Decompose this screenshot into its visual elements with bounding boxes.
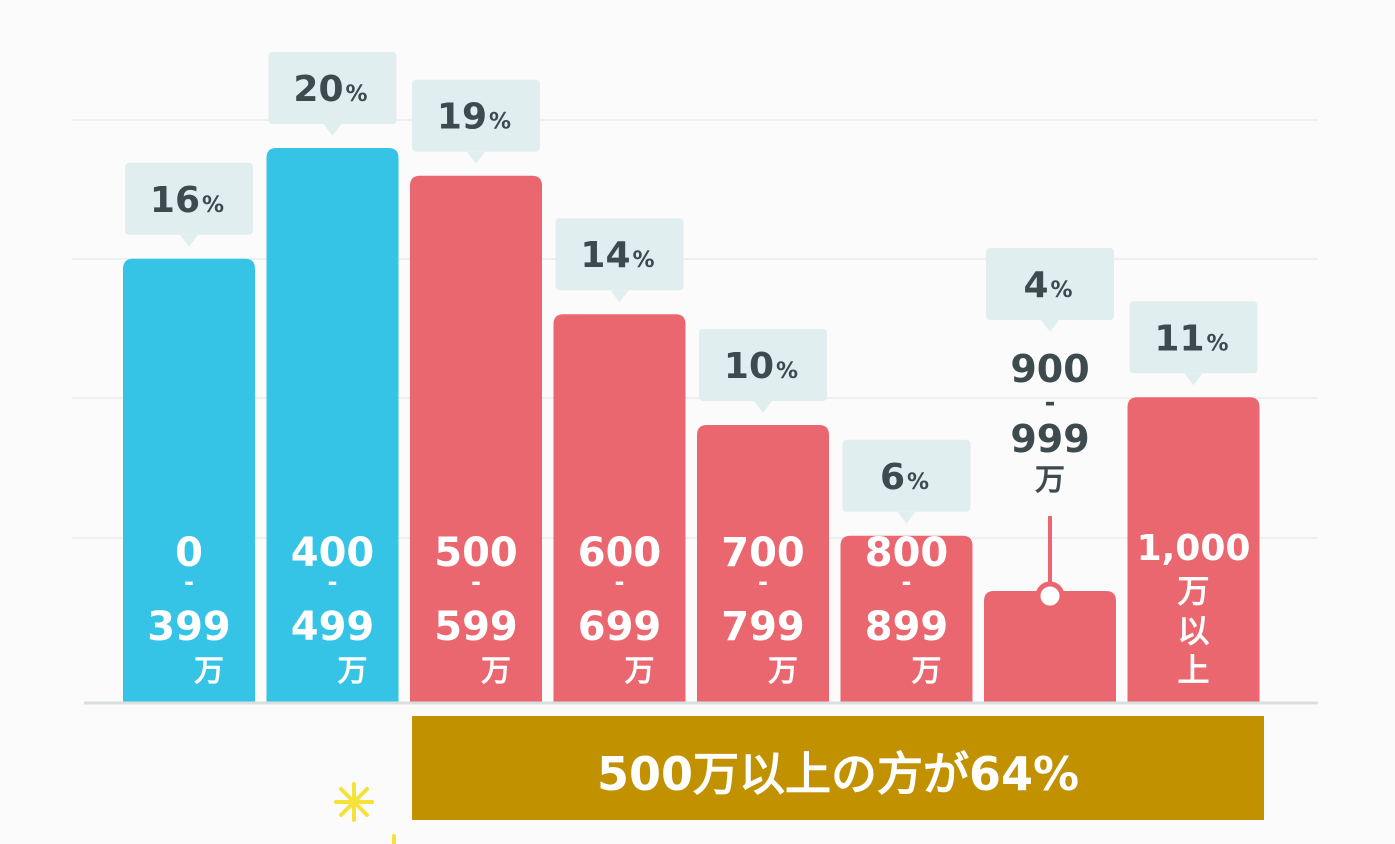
- category-label: -: [902, 568, 912, 596]
- value-callout: [699, 329, 827, 401]
- callout-pointer: [1184, 373, 1203, 386]
- value-unit: %: [776, 359, 798, 384]
- bar: [553, 314, 686, 702]
- value-label: 19%: [437, 97, 511, 138]
- value-unit: %: [202, 193, 224, 218]
- value-unit: %: [346, 82, 368, 107]
- value-unit: %: [633, 248, 655, 273]
- category-label: 899: [865, 604, 949, 650]
- value-callout: [1129, 301, 1258, 374]
- connector-dot: [1035, 581, 1065, 611]
- summary-banner: 500万以上の方が64%: [412, 716, 1264, 820]
- callout-pointer: [1041, 320, 1059, 332]
- category-label: 399: [147, 604, 231, 650]
- category-label: 万: [1035, 463, 1065, 498]
- value-number: 11: [1154, 318, 1204, 359]
- callout-pointer: [180, 234, 198, 247]
- category-label: -: [184, 568, 194, 596]
- value-number: 6: [880, 457, 905, 498]
- value-callout: [555, 218, 684, 291]
- summary-banner-text: 500万以上の方が64%: [597, 747, 1079, 801]
- bar: [840, 535, 973, 702]
- category-label: 400: [291, 530, 375, 576]
- category-labels-group: 0-399万400-499万500-599万600-699万700-799万80…: [147, 347, 1250, 689]
- value-label: 11%: [1154, 318, 1228, 359]
- category-label: 上: [1177, 651, 1209, 689]
- value-number: 10: [724, 346, 774, 387]
- callout-pointer: [323, 124, 342, 136]
- value-number: 4: [1023, 265, 1048, 306]
- value-unit: %: [907, 470, 929, 495]
- bar: [697, 425, 829, 702]
- category-label: -: [471, 568, 481, 596]
- category-label: -: [328, 568, 338, 596]
- value-callout: [986, 248, 1114, 320]
- value-callout: [268, 52, 397, 124]
- value-label: 6%: [880, 457, 929, 498]
- value-label: 14%: [580, 235, 654, 276]
- bar: [266, 148, 399, 702]
- value-callout: [412, 79, 540, 152]
- value-label: 16%: [150, 180, 224, 221]
- category-label: 万: [338, 654, 368, 689]
- category-label: 500: [434, 530, 518, 576]
- value-callout: [842, 439, 971, 512]
- callout-pointer: [467, 151, 485, 164]
- sparkle-icon: [334, 782, 396, 844]
- value-unit: %: [1051, 278, 1073, 303]
- category-label: 799: [721, 604, 805, 650]
- category-label: 万: [625, 654, 655, 689]
- bar: [410, 175, 542, 702]
- category-label: -: [615, 568, 625, 596]
- value-unit: %: [489, 110, 511, 135]
- category-label: 800: [865, 530, 949, 576]
- bars-group: [123, 148, 1260, 702]
- callout-pointer: [897, 511, 916, 524]
- value-number: 14: [580, 235, 630, 276]
- category-label: 700: [721, 530, 805, 576]
- category-label: -: [758, 568, 768, 596]
- category-label: -: [1045, 388, 1056, 418]
- callout-pointer: [754, 401, 772, 413]
- category-label: 699: [578, 604, 662, 650]
- category-label: 600: [578, 530, 662, 576]
- value-number: 20: [293, 69, 343, 110]
- category-label: 万: [768, 654, 798, 689]
- category-label: 599: [434, 604, 518, 650]
- value-unit: %: [1207, 331, 1229, 356]
- category-label: 万: [194, 654, 224, 689]
- summary-banner-bg: [412, 716, 1264, 820]
- value-label: 4%: [1023, 265, 1072, 306]
- category-label: 万: [912, 654, 942, 689]
- bar: [1127, 397, 1260, 702]
- value-label: 20%: [293, 69, 367, 110]
- callout-pointer: [610, 290, 629, 303]
- category-label: 万: [481, 654, 511, 689]
- category-label: 900: [1010, 347, 1089, 391]
- value-callout: [125, 162, 253, 235]
- value-callouts-group: 16%20%19%14%10%6%4%11%: [125, 52, 1258, 524]
- category-label: 以: [1177, 612, 1209, 650]
- category-label: 万: [1177, 572, 1209, 610]
- category-label: 1,000: [1137, 528, 1251, 569]
- bar: [123, 258, 255, 702]
- value-label: 10%: [724, 346, 798, 387]
- category-label: 999: [1010, 417, 1089, 461]
- bar: [984, 591, 1116, 702]
- value-number: 16: [150, 180, 200, 221]
- value-number: 19: [437, 97, 487, 138]
- category-label: 499: [291, 604, 375, 650]
- category-label: 0: [175, 530, 203, 576]
